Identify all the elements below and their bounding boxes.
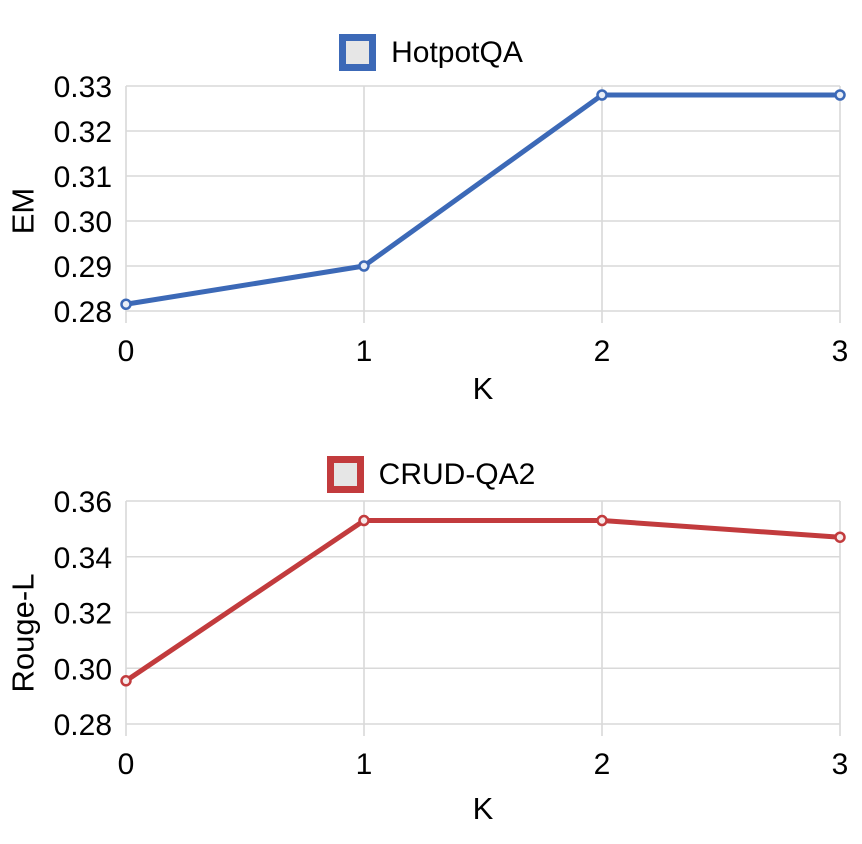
legend: CRUD-QA2 (0, 456, 862, 493)
chart-crud-qa2: CRUD-QA2 Rouge-L 0.28 0.30 0.32 0.34 0.36 0 1 2… (0, 422, 862, 844)
x-tick-label: 1 (356, 335, 373, 368)
data-point-marker (120, 298, 132, 310)
data-point-marker (596, 89, 608, 101)
x-axis-title: K (472, 791, 494, 826)
x-tick-label: 3 (832, 335, 849, 368)
legend-label: CRUD-QA2 (378, 457, 536, 491)
y-tick-label: 0.28 (54, 296, 112, 329)
y-tick-label: 0.32 (54, 116, 112, 149)
data-point-marker (120, 675, 132, 687)
data-point-marker (596, 514, 608, 527)
data-point-marker (358, 514, 370, 527)
plot-area: 0.28 0.30 0.32 0.34 0.36 0 1 2 3 (54, 486, 849, 781)
data-point-marker (834, 89, 846, 101)
y-tick-label: 0.31 (54, 161, 112, 194)
data-point-marker (358, 260, 370, 272)
x-tick-label: 2 (594, 748, 611, 781)
y-tick-label: 0.32 (54, 598, 112, 631)
y-tick-label: 0.29 (54, 251, 112, 284)
data-line (123, 92, 843, 307)
chart-hotpotqa: HotpotQA EM 0.28 0.29 0.30 0.31 0.32 0.33 0 1 2 3… (0, 34, 862, 406)
legend-label: HotpotQA (391, 35, 523, 69)
x-tick-label: 3 (832, 748, 849, 781)
plot-area: 0.28 0.29 0.30 0.31 0.32 0.33 0 1 2 3 (54, 71, 849, 368)
legend-swatch-icon (339, 34, 377, 71)
y-tick-label: 0.28 (54, 709, 112, 742)
y-tick-label: 0.30 (54, 653, 112, 686)
x-tick-label: 0 (118, 335, 135, 368)
data-line (123, 518, 843, 684)
legend: HotpotQA (0, 34, 862, 71)
y-tick-label: 0.30 (54, 206, 112, 239)
legend-swatch-icon (326, 456, 364, 493)
y-tick-label: 0.36 (54, 486, 112, 519)
x-tick-label: 0 (118, 748, 135, 781)
y-tick-label: 0.33 (54, 71, 112, 104)
x-tick-label: 1 (356, 748, 373, 781)
data-point-marker (834, 531, 846, 543)
x-tick-label: 2 (594, 335, 611, 368)
y-tick-label: 0.34 (54, 542, 112, 575)
x-axis-title: K (472, 371, 494, 406)
